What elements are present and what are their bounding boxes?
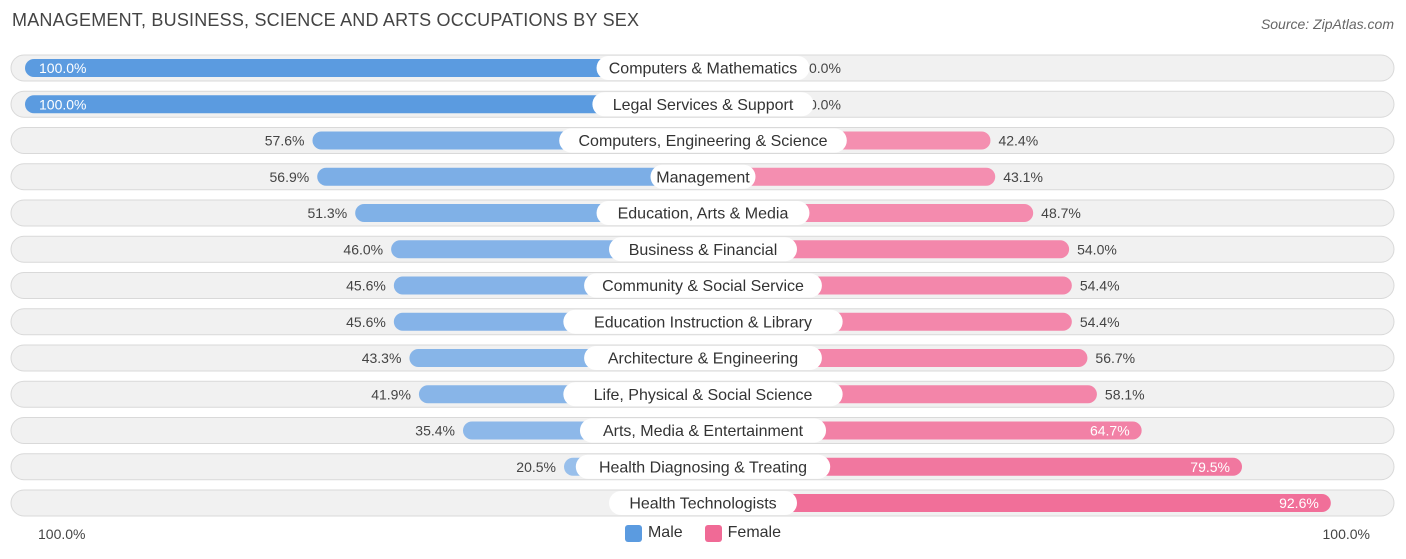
female-value-label: 64.7% (1090, 423, 1130, 439)
chart-row: 46.0% 54.0% Business & Financial (10, 235, 1395, 263)
legend-label-male: Male (647, 524, 683, 541)
legend-item-male: Male (624, 524, 683, 542)
chart-row: 57.6% 42.4% Computers, Engineering & Scien… (10, 127, 1395, 154)
category-label: Business & Financial (629, 242, 778, 259)
male-value-label: 45.6% (346, 278, 386, 294)
category-label-background (579, 418, 827, 443)
category-label-background (596, 56, 810, 80)
male-value-label: 20.5% (516, 459, 556, 475)
axis-right-label: 100.0% (1322, 526, 1370, 542)
category-label: Computers & Mathematics (609, 61, 798, 78)
female-value-label: 0.0% (809, 96, 841, 112)
category-label: Management (656, 169, 750, 186)
male-value-label: 100.0% (39, 96, 86, 112)
category-label-background (592, 92, 814, 117)
legend: Male Female (0, 524, 1406, 542)
chart-row: 7.4%92.6%Health Technologists (10, 489, 1395, 517)
female-value-label: 48.7% (1041, 205, 1081, 221)
category-label-background (584, 346, 822, 370)
female-value-label: 92.6% (1279, 495, 1319, 511)
category-label: Community & Social Service (602, 278, 804, 295)
chart-row: 45.6% 54.4% Education Instruction & Librar… (10, 308, 1395, 336)
legend-swatch-male (624, 524, 642, 542)
male-value-label: 35.4% (415, 423, 455, 439)
category-label: Education, Arts & Media (618, 206, 789, 223)
female-value-label: 54.0% (1077, 241, 1117, 257)
chart-title: MANAGEMENT, BUSINESS, SCIENCE AND ARTS O… (12, 10, 640, 30)
female-value-label: 54.4% (1080, 314, 1120, 330)
female-value-label: 0.0% (809, 60, 841, 76)
chart-row: 20.5% 79.5% Health Diagnosing & Treating (10, 453, 1395, 481)
category-label: Arts, Media & Entertainment (603, 423, 804, 440)
chart-row: 56.9% 43.1% Management (10, 163, 1395, 191)
chart-row: 45.6% 54.4% Community & Social Service (10, 272, 1395, 299)
female-bar (703, 494, 1331, 512)
chart-row: 35.4% 64.7% Arts, Media & Entertainment (10, 417, 1395, 444)
male-value-label: 57.6% (265, 133, 305, 149)
category-label: Legal Services & Support (613, 97, 794, 114)
female-value-label: 58.1% (1105, 386, 1145, 402)
category-label: Health Diagnosing & Treating (599, 459, 807, 476)
legend-swatch-female (704, 524, 722, 542)
female-value-label: 42.4% (998, 133, 1038, 149)
male-value-label: 41.9% (371, 386, 411, 402)
female-value-label: 79.5% (1190, 459, 1230, 475)
diverging-bar-chart: 100.0% 0.0% Computers & Mathematics 100.0% 0… (10, 54, 1395, 517)
category-label: Education Instruction & Library (594, 314, 812, 331)
male-value-label: 45.6% (346, 314, 386, 330)
category-label-background (609, 491, 797, 515)
category-label-background (584, 273, 822, 298)
male-bar (25, 59, 703, 77)
chart-row: 41.9% 58.1% Life, Physical & Social Scienc… (10, 380, 1395, 408)
male-value-label: 56.9% (270, 169, 310, 185)
chart-row: 100.0% 0.0% Computers & Mathematics (10, 54, 1395, 82)
category-label-background (559, 128, 847, 153)
male-value-label: 100.0% (39, 60, 86, 76)
female-bar (703, 457, 1243, 476)
male-bar (317, 167, 703, 186)
male-bar (25, 95, 703, 114)
female-value-label: 56.7% (1095, 350, 1135, 366)
category-label-background (650, 164, 756, 189)
category-label-background (563, 309, 843, 334)
legend-item-female: Female (704, 524, 782, 542)
legend-label-female: Female (727, 524, 782, 541)
category-label: Health Technologists (629, 496, 776, 513)
female-value-label: 43.1% (1003, 169, 1043, 185)
male-value-label: 43.3% (362, 350, 402, 366)
chart-row: 100.0% 0.0% Legal Services & Support (10, 90, 1395, 118)
chart-row: 51.3% 48.7% Education, Arts & Media (10, 199, 1395, 227)
category-label: Life, Physical & Social Science (594, 387, 813, 404)
male-value-label: 51.3% (307, 205, 347, 221)
chart-row: 43.3% 56.7% Architecture & Engineering (10, 344, 1395, 372)
category-label-background (575, 454, 831, 479)
category-label-background (609, 237, 797, 262)
category-label-background (563, 382, 843, 407)
category-label: Architecture & Engineering (608, 351, 798, 368)
female-bar (703, 167, 996, 186)
source-label: Source: ZipAtlas.com (1260, 16, 1394, 32)
category-label: Computers, Engineering & Science (578, 133, 827, 150)
male-value-label: 46.0% (343, 241, 383, 257)
axis-left-label: 100.0% (38, 526, 86, 542)
category-label-background (596, 201, 810, 225)
female-value-label: 54.4% (1080, 278, 1120, 294)
